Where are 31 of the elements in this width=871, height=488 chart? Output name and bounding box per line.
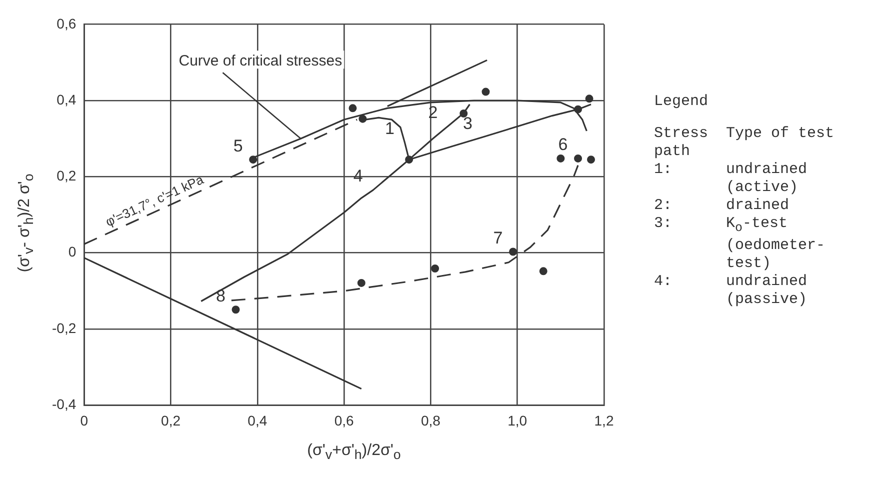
x-tick-label: 0 [80, 412, 88, 428]
x-axis-title: (σ'$_{v}$+σ'$_{h}$)/2σ'$_{o}$ [306, 442, 402, 462]
text: 1: [654, 161, 674, 180]
y-tick-label: 0,6 [56, 15, 76, 32]
annotation: 1 [384, 119, 394, 138]
y-tick-label: 0,2 [56, 168, 76, 184]
text: 3: [654, 215, 674, 234]
text: Type of test [726, 125, 836, 144]
text: Stress path [654, 125, 710, 161]
text: drained [726, 197, 790, 215]
x-tick-label: 0,2 [161, 412, 181, 428]
text: undrained (passive) [726, 273, 808, 309]
annotation: 3 [462, 114, 472, 133]
x-tick-label: 0,4 [248, 412, 268, 428]
annotation: 6 [558, 135, 568, 154]
text: 4: [654, 273, 674, 292]
y-tick-label: 0,4 [56, 91, 76, 108]
text: undrained (active) [726, 161, 808, 197]
x-tick-label: 1,0 [508, 412, 528, 428]
text: Curve of critical stresses [178, 52, 342, 70]
text: 2: [654, 197, 674, 215]
text: Legend [654, 93, 710, 111]
y-tick-label: 0 [68, 244, 76, 260]
text: K$_{o}$-test (oedometer-test) [726, 215, 826, 273]
annotation: 5 [233, 136, 243, 156]
x-tick-label: 0,8 [420, 412, 441, 428]
y-tick-label: -0,4 [52, 396, 76, 412]
x-tick-label: 0,6 [334, 412, 354, 428]
x-tick-label: 1,2 [594, 412, 614, 428]
annotation: 7 [493, 228, 503, 248]
y-tick-label: -0,2 [52, 320, 76, 336]
